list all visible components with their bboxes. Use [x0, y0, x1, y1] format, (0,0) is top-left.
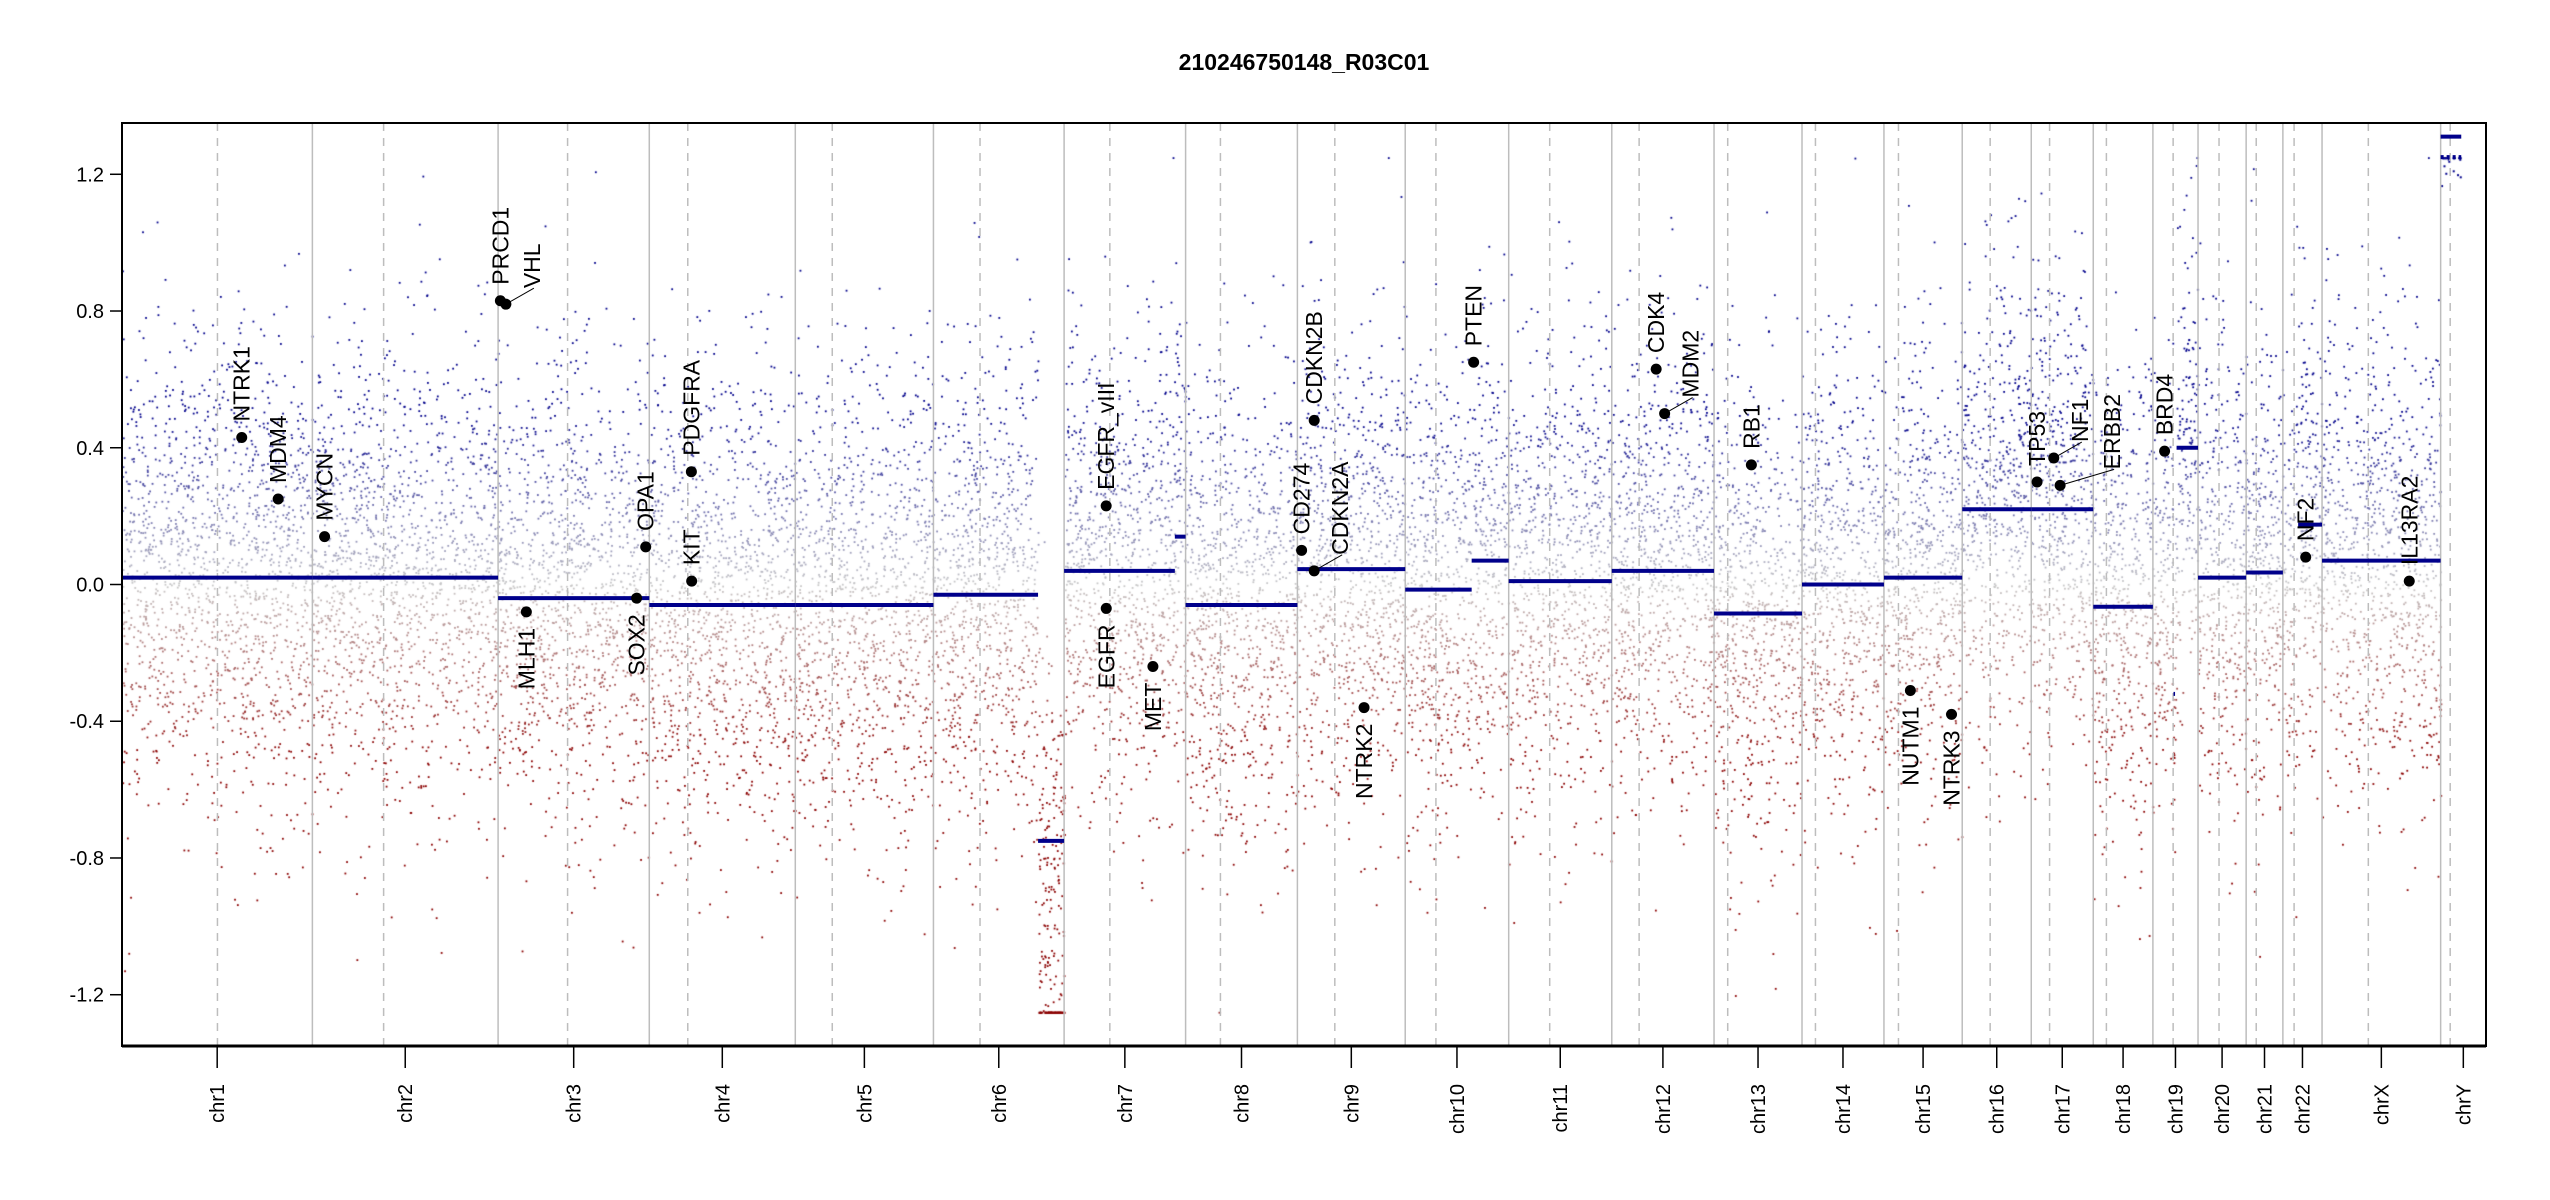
gene-label: MYCN	[312, 453, 338, 521]
x-tick-label: chr2	[395, 1084, 417, 1123]
gene-label: PDGFRA	[678, 359, 704, 456]
x-tick-label: chr13	[1748, 1084, 1770, 1134]
x-tick-label: chr22	[2292, 1084, 2314, 1134]
gene-label: NF2	[2293, 498, 2319, 541]
x-tick-label: chr11	[1550, 1084, 1572, 1133]
y-axis: -1.2 -0.8 -0.4 0.0 0.4 0.8 1.2	[70, 164, 122, 1007]
gene-point-ntrk2	[1358, 702, 1370, 714]
gene-label: KIT	[679, 529, 705, 565]
y-tick-label: 1.2	[76, 164, 104, 186]
x-tick-label: chr3	[564, 1084, 586, 1123]
x-tick-label: chr5	[854, 1084, 876, 1123]
gene-label: IL13RA2	[2396, 476, 2422, 566]
x-axis: chr1 chr2 chr3 chr4 chr5 chr6 chr7 chr8 chr9 chr1…	[122, 1044, 2486, 1134]
gene-label: NTRK3	[1939, 730, 1965, 805]
x-tick-label: chr1	[207, 1084, 229, 1123]
gene-leader-line	[2059, 468, 2115, 486]
gene-label: MDM4	[265, 415, 291, 483]
x-tick-label: chrX	[2371, 1084, 2393, 1125]
gene-label: MDM2	[1678, 330, 1704, 398]
gene-leader-line	[505, 287, 535, 305]
gene-label: PTEN	[1461, 285, 1487, 346]
x-tick-label: chr7	[1115, 1084, 1137, 1123]
gene-label: BRD4	[2152, 374, 2178, 436]
gene-leader-line	[1664, 397, 1693, 415]
x-tick-label: chr4	[712, 1084, 734, 1123]
gene-point-cdkn2b	[1308, 414, 1320, 426]
gene-label: MLH1	[513, 628, 539, 689]
gene-label: VHL	[519, 243, 545, 288]
gene-point-rb1	[1745, 459, 1757, 471]
plot-frame	[121, 122, 2487, 1047]
gene-point-met	[1147, 661, 1159, 673]
x-tick-label: chr12	[1653, 1084, 1675, 1134]
gene-label: NTRK1	[229, 346, 255, 421]
x-tick-label: chr6	[989, 1084, 1011, 1123]
gene-point-cdk4	[1650, 363, 1662, 375]
gene-point-il13ra2	[2403, 575, 2415, 587]
y-tick-label: -0.8	[70, 848, 104, 870]
gene-point-tp53	[2031, 476, 2043, 488]
gene-label: CDK4	[1643, 292, 1669, 354]
y-tick-label: -1.2	[70, 985, 104, 1007]
x-tick-label: chr17	[2052, 1084, 2074, 1134]
gene-label: NF1	[2067, 399, 2093, 442]
gene-label: CD274	[1289, 463, 1315, 535]
gene-label: SOX2	[624, 614, 650, 675]
gene-label: EGFR	[1093, 624, 1119, 688]
x-tick-label: chr10	[1447, 1084, 1469, 1134]
segments	[122, 134, 2462, 843]
gene-leader-line	[1313, 554, 1343, 572]
gene-label: ERBB2	[2099, 394, 2125, 469]
gene-point-ntrk3	[1946, 708, 1958, 720]
x-tick-label: chr8	[1231, 1084, 1253, 1123]
gene-point-opa1	[640, 541, 652, 553]
x-tick-label: chr16	[1987, 1084, 2009, 1134]
gene-point-mlh1	[520, 606, 532, 618]
gene-point-nf2	[2300, 551, 2312, 563]
x-tick-label: chr18	[2113, 1084, 2135, 1134]
gene-label: PRCD1	[487, 207, 513, 285]
gene-label: OPA1	[633, 471, 659, 531]
gene-label: CDKN2B	[1301, 311, 1327, 404]
x-tick-label: chr21	[2255, 1084, 2277, 1134]
gene-label: NTRK2	[1351, 724, 1377, 799]
chart-title: 210246750148_R03C01	[1179, 49, 1430, 75]
gene-label: EGFR_vIII	[1093, 383, 1119, 490]
gene-point-ntrk1	[236, 432, 248, 444]
gene-label: MET	[1140, 683, 1166, 732]
x-tick-label: chr20	[2212, 1084, 2234, 1134]
gene-point-sox2	[631, 592, 643, 604]
gene-point-brd4	[2159, 445, 2171, 457]
y-tick-label: -0.4	[70, 711, 104, 733]
gene-point-mdm4	[272, 493, 284, 505]
gene-label: TP53	[2024, 411, 2050, 466]
gene-leader-line	[2053, 441, 2083, 459]
gene-point-pdgfra	[685, 466, 697, 478]
gene-label: RB1	[1738, 404, 1764, 449]
gene-point-nutm1	[1904, 684, 1916, 696]
gene-point-kit	[686, 575, 698, 587]
y-tick-label: 0.8	[76, 301, 104, 323]
y-tick-label: 0.4	[76, 438, 104, 460]
gene-label: CDKN2A	[1327, 461, 1353, 555]
x-tick-label: chrY	[2453, 1084, 2475, 1125]
x-tick-label: chr9	[1341, 1084, 1363, 1123]
gene-point-pten	[1468, 356, 1480, 368]
x-tick-label: chr14	[1833, 1084, 1855, 1134]
y-tick-label: 0.0	[76, 575, 104, 597]
gene-point-egfr_viii	[1100, 500, 1112, 512]
gene-point-mycn	[319, 531, 331, 543]
chromosome-boundaries	[216, 123, 2451, 1046]
gene-label: NUTM1	[1897, 706, 1923, 785]
gene-markers: NTRK1 MDM4 MYCN PRCD1 VHL MLH1 SOX2 OPA1 PDGFRA K…	[229, 207, 2423, 806]
x-tick-label: chr15	[1913, 1084, 1935, 1134]
gene-point-cd274	[1296, 544, 1308, 556]
x-tick-label: chr19	[2165, 1084, 2187, 1134]
gene-point-egfr	[1100, 602, 1112, 614]
